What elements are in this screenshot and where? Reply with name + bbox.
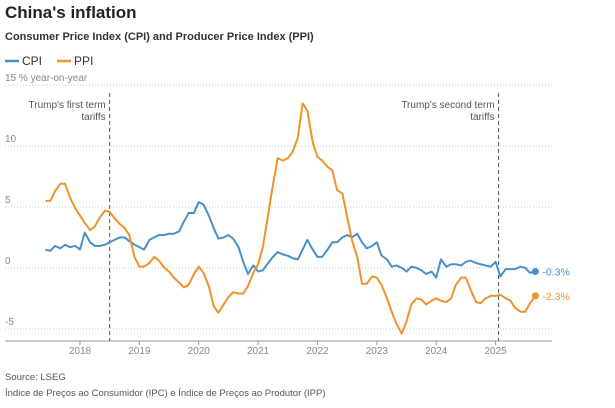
x-tick-label: 2024 — [425, 346, 448, 357]
series-line — [45, 102, 537, 335]
annotation-text: Trump's second term — [401, 100, 494, 111]
y-tick-label: 5 — [5, 195, 11, 206]
note: Índice de Preços ao Consumidor (IPC) e Í… — [5, 388, 326, 399]
end-label: -0.3% — [542, 267, 569, 279]
annotation-text: tariffs — [470, 112, 494, 123]
x-tick-label: 2021 — [247, 346, 270, 357]
annotation-text: Trump's first term — [29, 100, 106, 111]
y-tick-label: 15 % year-on-year — [5, 73, 88, 84]
end-label: -2.3% — [542, 291, 569, 303]
x-tick-label: 2018 — [69, 346, 92, 357]
x-tick-label: 2019 — [128, 346, 151, 357]
y-tick-label: 10 — [5, 134, 17, 145]
source: Source: LSEG — [5, 372, 66, 383]
chart-title: China's inflation — [5, 3, 137, 22]
end-point — [531, 292, 539, 300]
x-tick-label: 2025 — [484, 346, 507, 357]
series-line — [45, 201, 536, 279]
x-tick-label: 2023 — [366, 346, 389, 357]
y-tick-label: -5 — [5, 317, 14, 328]
y-tick-label: 0 — [5, 256, 11, 267]
annotation-text: tariffs — [81, 112, 105, 123]
x-tick-label: 2020 — [188, 346, 211, 357]
legend-label: PPI — [74, 54, 93, 68]
legend-label: CPI — [22, 54, 42, 68]
chart-subtitle: Consumer Price Index (CPI) and Producer … — [5, 31, 314, 43]
end-point — [531, 268, 539, 276]
x-tick-label: 2022 — [306, 346, 329, 357]
